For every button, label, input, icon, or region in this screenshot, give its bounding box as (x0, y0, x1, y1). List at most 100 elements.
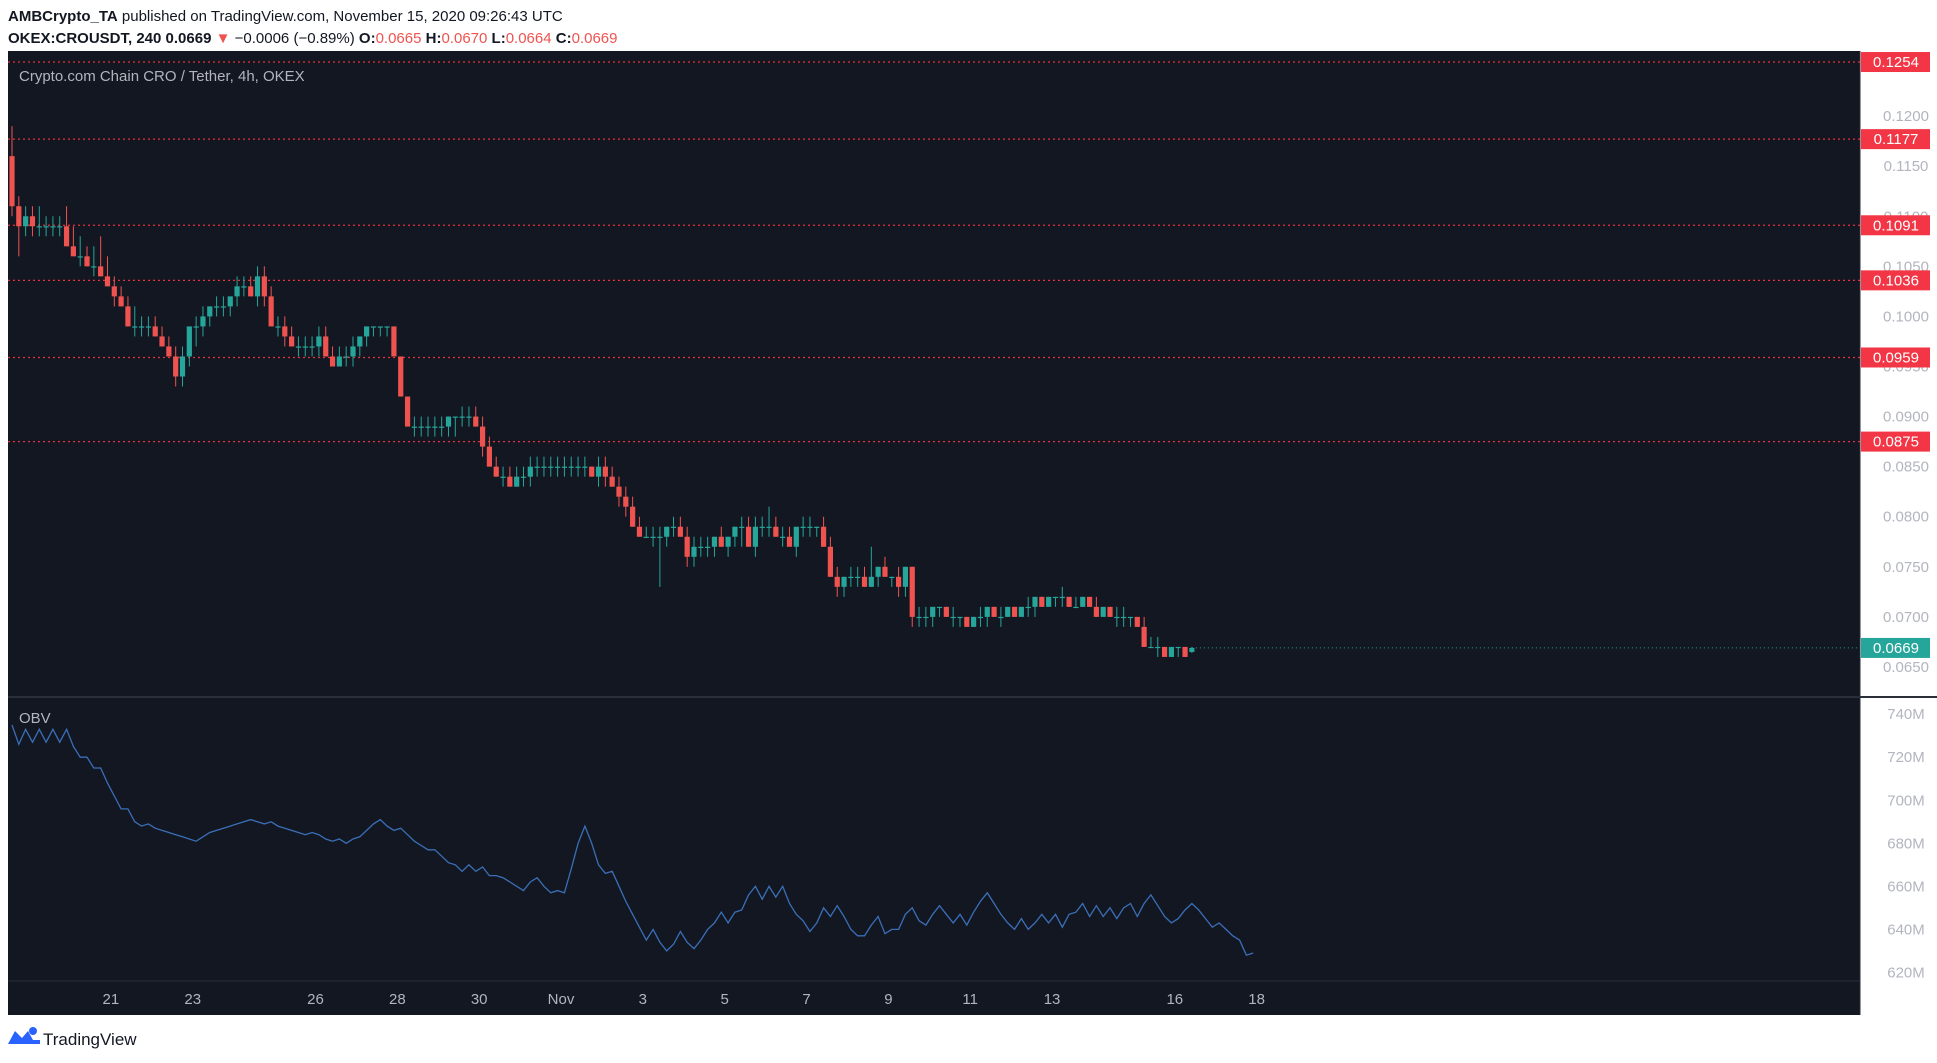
time-tick-label: 16 (1166, 991, 1183, 1008)
level-tag-label: 0.1091 (1873, 217, 1919, 234)
candle-up (466, 416, 472, 418)
time-tick-label: 18 (1248, 991, 1265, 1008)
candle-up (1148, 646, 1154, 649)
candle-down (479, 426, 486, 447)
candle-down (609, 476, 615, 487)
candle-down (159, 336, 165, 347)
candle-up (534, 466, 540, 468)
candle-up (207, 306, 213, 317)
price-tick-label: 0.0750 (1883, 559, 1929, 576)
candle-up (411, 426, 417, 428)
candle-down (786, 536, 793, 547)
candle-up (527, 466, 533, 477)
obv-tick-label: 700M (1887, 792, 1925, 809)
level-tag (1861, 270, 1930, 291)
candle-up (595, 466, 602, 477)
candle-up (452, 416, 458, 418)
candle-up (1168, 646, 1174, 657)
candle-down (70, 246, 76, 257)
candle-up (902, 566, 909, 587)
candle-up (575, 466, 581, 468)
price-tick-label: 0.0700 (1883, 609, 1929, 626)
candle-down (1086, 596, 1093, 607)
header-line-2: OKEX:CROUSDT, 240 0.0669 ▼ −0.0006 (−0.8… (8, 30, 617, 47)
candle-up (439, 426, 445, 428)
candle-up (1052, 596, 1059, 599)
candle-up (432, 426, 438, 428)
price-tick-label: 0.1150 (1884, 158, 1929, 175)
time-tick-label: 3 (639, 991, 647, 1008)
candle-up (1127, 616, 1134, 619)
candle-up (500, 476, 506, 478)
candle-down (507, 476, 513, 487)
level-tag-label: 0.1254 (1873, 54, 1919, 71)
obv-tick-label: 620M (1887, 964, 1925, 981)
price-tick-label: 0.0800 (1883, 509, 1929, 526)
candle-up (807, 526, 813, 528)
candle-down (473, 416, 479, 427)
candle-up (555, 466, 561, 468)
candle-up (514, 476, 520, 487)
candle-down (1182, 646, 1188, 657)
candle-down (1093, 606, 1099, 617)
candle-up (50, 226, 56, 228)
horizontal-levels: 0.1254 0.1177 0.1091 0.1036 0.0959 0.0875 (8, 52, 1930, 452)
candle-up (1018, 606, 1024, 617)
candle-up (459, 416, 465, 418)
level-tag-label: 0.1177 (1874, 131, 1919, 148)
candle-down (1141, 626, 1147, 647)
obv-line (11, 724, 1254, 956)
candle-up (657, 536, 663, 538)
time-tick-label: 9 (884, 991, 892, 1008)
candle-down (63, 226, 70, 247)
candle-up (254, 276, 261, 297)
price-tick-label: 0.0650 (1883, 659, 1929, 676)
candle-up (923, 616, 929, 619)
candle-up (998, 616, 1004, 619)
price-tick-label: 0.0850 (1883, 459, 1929, 476)
tradingview-brand[interactable]: TradingView (43, 1030, 137, 1049)
candle-down (1107, 606, 1113, 617)
candle-up (889, 576, 895, 579)
time-axis[interactable]: 21 23 26 28 30 Nov 3 5 7 9 11 13 16 18 (103, 991, 1265, 1008)
price-tick-label: 0.1200 (1883, 108, 1929, 125)
candle-up (275, 326, 281, 328)
candle-up (936, 606, 943, 609)
time-tick-label: 30 (471, 991, 488, 1008)
price-axis: 0.06500.07000.07500.08000.08500.09000.09… (1883, 108, 1929, 676)
candle-down (630, 506, 636, 527)
candle-down (677, 526, 683, 537)
candle-down (118, 296, 124, 307)
candle-up (425, 426, 431, 428)
candle-up (977, 616, 984, 619)
candle-up (711, 536, 718, 547)
candle-down (282, 326, 288, 337)
candle-up (57, 226, 63, 228)
candle-down (991, 606, 997, 617)
candle-down (1011, 606, 1018, 617)
candle-down (173, 356, 179, 377)
candle-up (780, 536, 786, 538)
candle-down (98, 266, 104, 277)
candle-down (111, 286, 117, 297)
candle-down (909, 566, 915, 617)
candle-up (234, 286, 240, 297)
candle-up (1121, 616, 1127, 619)
candle-up (855, 576, 861, 579)
candle-down (827, 546, 833, 577)
level-tag (1861, 129, 1930, 150)
candle-up (1080, 596, 1086, 607)
candle-up (868, 576, 874, 587)
candle-down (29, 216, 36, 227)
candle-up (643, 536, 649, 538)
candle-up (670, 526, 677, 528)
candle-up (316, 336, 322, 347)
time-tick-label: 13 (1044, 991, 1061, 1008)
candle-down (125, 306, 131, 327)
candle-up (950, 616, 956, 619)
change-down-icon: ▼ (216, 30, 231, 47)
candle-up (1155, 646, 1161, 649)
candle-up (220, 306, 227, 308)
tradingview-logo-icon[interactable] (8, 1027, 40, 1044)
candle-up (357, 336, 363, 347)
